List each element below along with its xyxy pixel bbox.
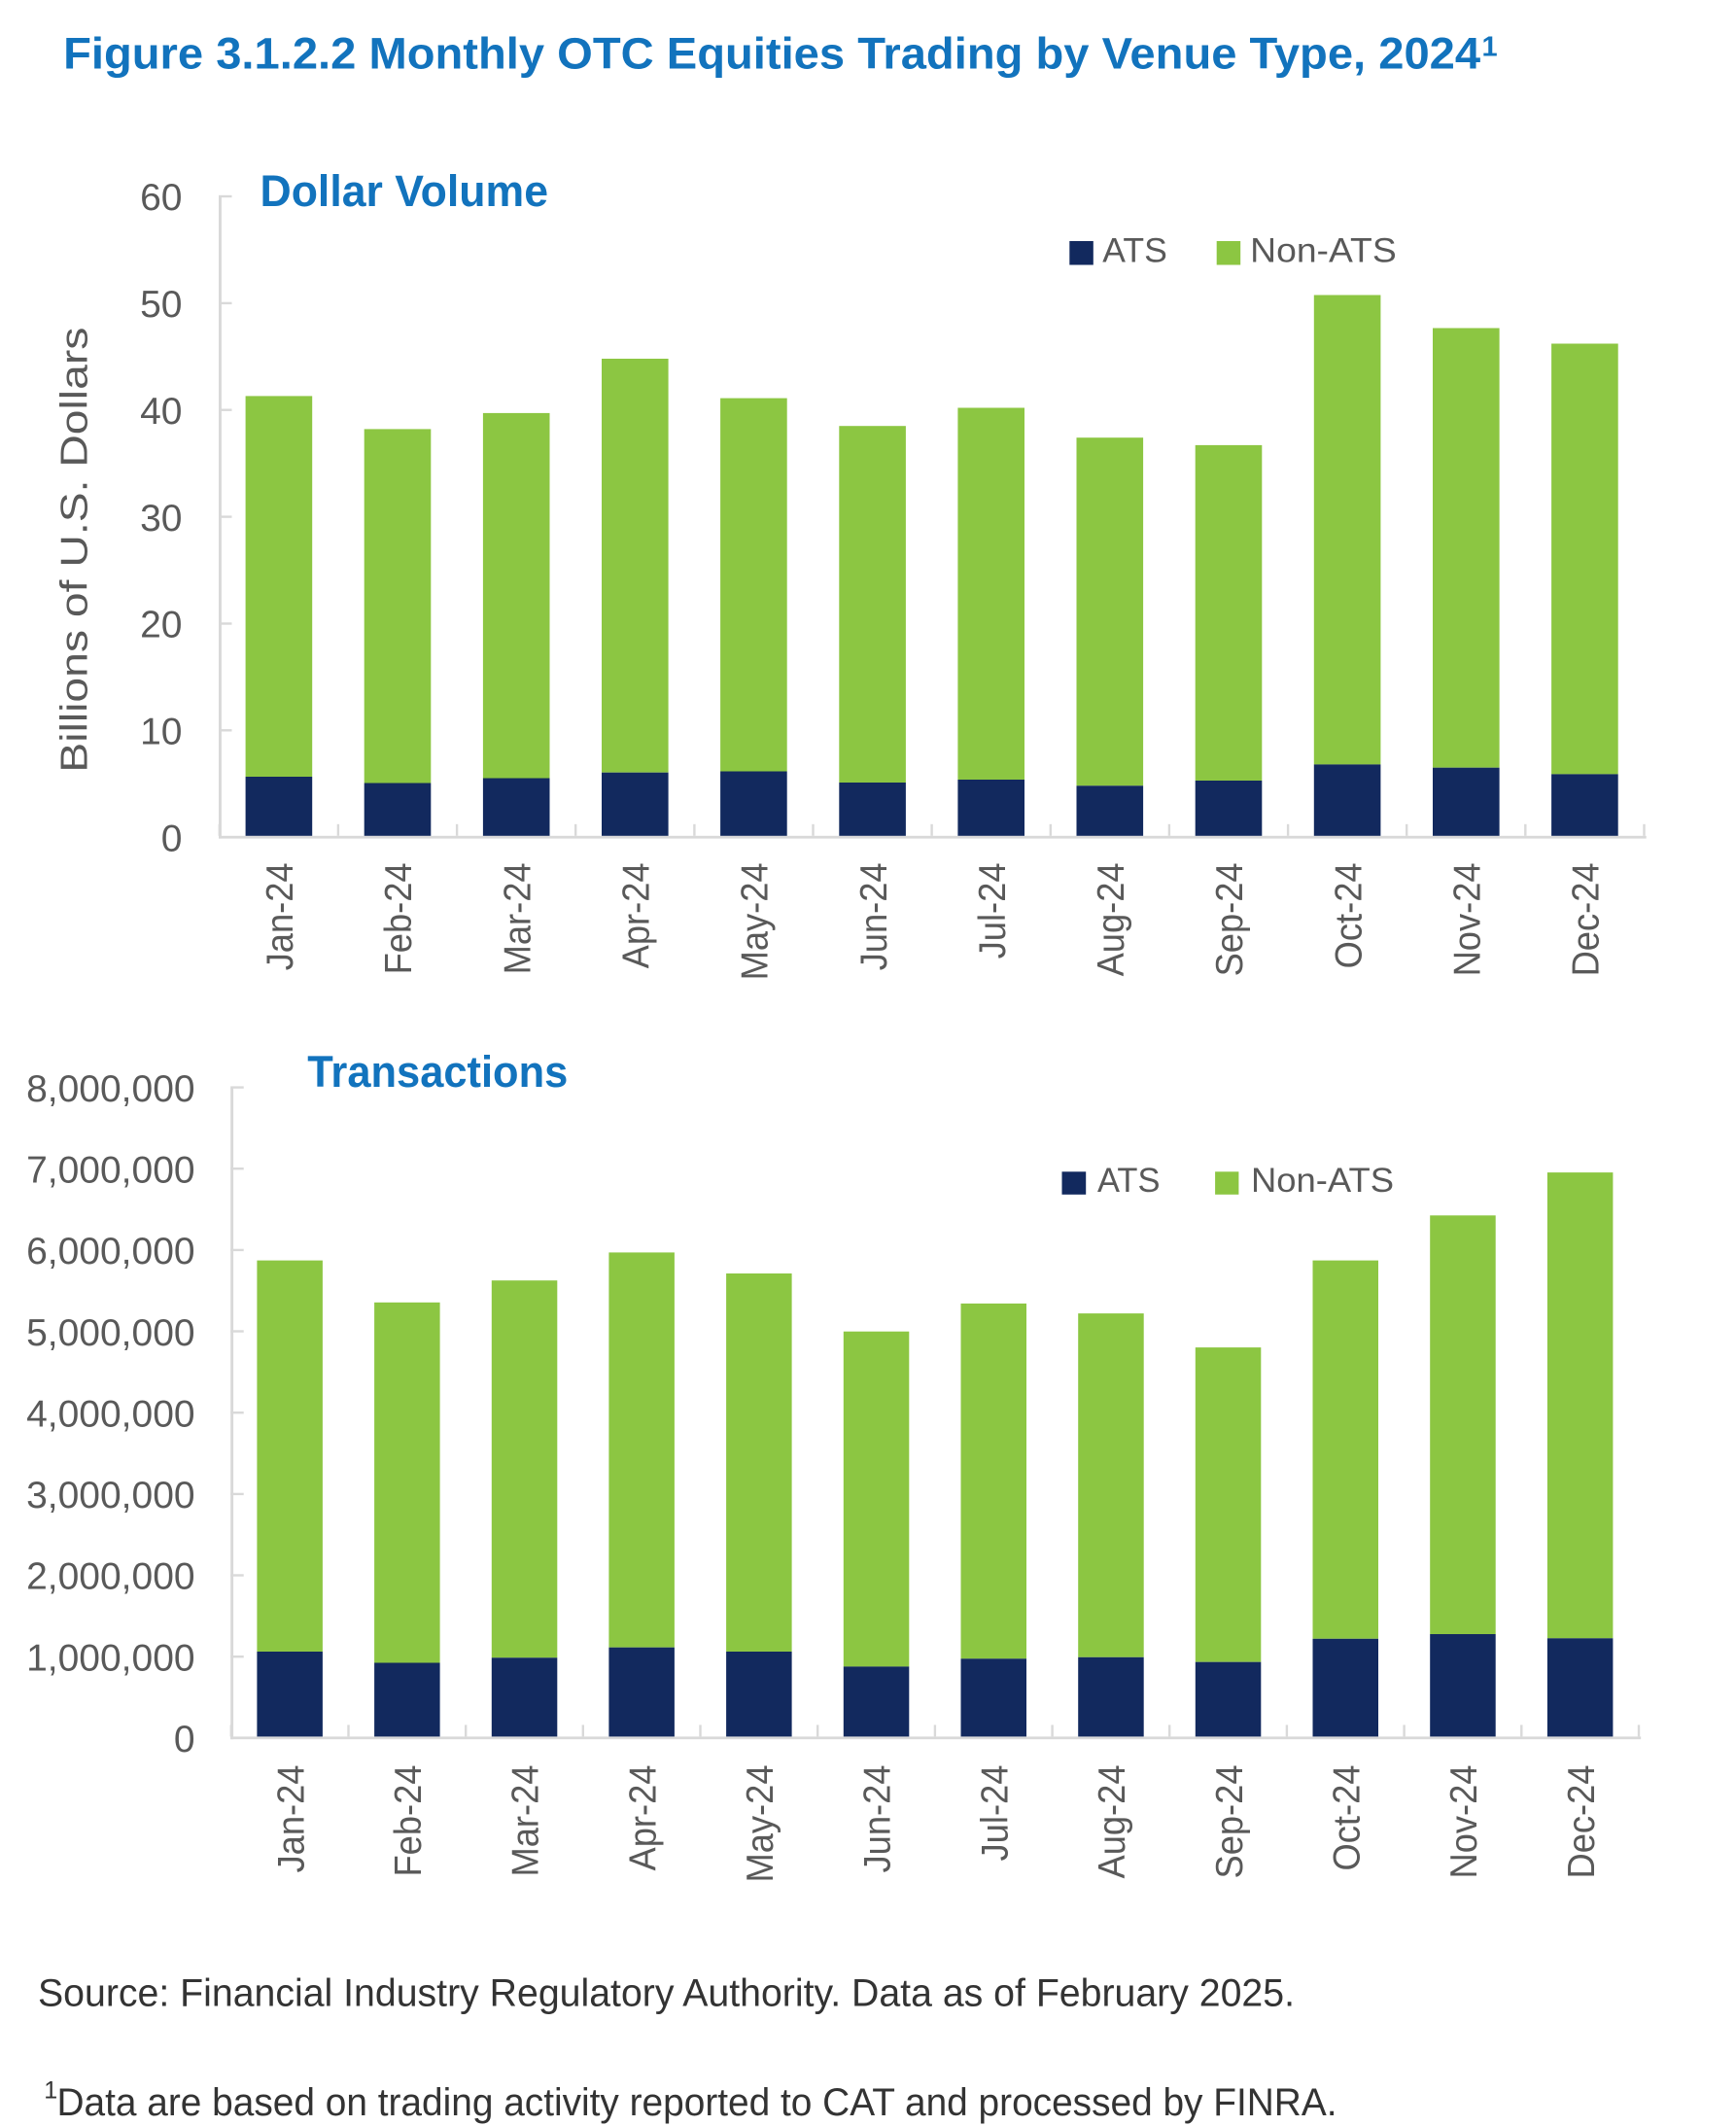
svg-text:Oct-24: Oct-24 <box>1328 862 1370 968</box>
svg-text:0: 0 <box>174 1719 195 1760</box>
svg-text:Data are based on trading acti: Data are based on trading activity repor… <box>57 2081 1337 2124</box>
svg-text:Sep-24: Sep-24 <box>1209 1765 1251 1879</box>
svg-text:Non-ATS: Non-ATS <box>1251 1162 1394 1200</box>
svg-text:20: 20 <box>140 605 182 646</box>
svg-text:Mar-24: Mar-24 <box>505 1765 547 1877</box>
svg-text:0: 0 <box>161 818 183 859</box>
svg-text:Jul-24: Jul-24 <box>974 1765 1016 1862</box>
svg-text:Source: Financial Industry Reg: Source: Financial Industry Regulatory Au… <box>38 1971 1295 2014</box>
svg-text:1,000,000: 1,000,000 <box>26 1637 195 1679</box>
svg-text:Nov-24: Nov-24 <box>1443 1765 1485 1879</box>
svg-text:Feb-24: Feb-24 <box>388 1765 430 1877</box>
svg-text:Billions of U.S. Dollars: Billions of U.S. Dollars <box>54 328 96 773</box>
svg-text:6,000,000: 6,000,000 <box>26 1231 195 1272</box>
svg-text:Jan-24: Jan-24 <box>270 1765 312 1873</box>
svg-text:10: 10 <box>140 712 182 753</box>
svg-text:ATS: ATS <box>1097 1162 1161 1200</box>
svg-text:ATS: ATS <box>1102 231 1167 269</box>
svg-text:Apr-24: Apr-24 <box>616 862 658 968</box>
svg-text:60: 60 <box>140 177 182 219</box>
svg-text:50: 50 <box>140 284 182 326</box>
svg-text:May-24: May-24 <box>740 1765 781 1883</box>
svg-text:Aug-24: Aug-24 <box>1091 862 1132 976</box>
svg-text:7,000,000: 7,000,000 <box>26 1150 195 1192</box>
svg-text:Non-ATS: Non-ATS <box>1250 231 1397 269</box>
svg-text:5,000,000: 5,000,000 <box>26 1312 195 1354</box>
svg-text:2,000,000: 2,000,000 <box>26 1556 195 1598</box>
svg-text:3,000,000: 3,000,000 <box>26 1475 195 1516</box>
svg-text:Dollar Volume: Dollar Volume <box>260 166 549 216</box>
svg-text:Transactions: Transactions <box>307 1047 568 1097</box>
svg-text:Dec-24: Dec-24 <box>1566 862 1608 976</box>
svg-text:Apr-24: Apr-24 <box>622 1765 664 1871</box>
svg-text:40: 40 <box>140 391 182 433</box>
svg-text:30: 30 <box>140 498 182 540</box>
svg-text:Figure 3.1.2.2 Monthly OTC Equ: Figure 3.1.2.2 Monthly OTC Equities Trad… <box>63 28 1480 78</box>
svg-text:Jun-24: Jun-24 <box>857 1765 899 1873</box>
svg-text:4,000,000: 4,000,000 <box>26 1393 195 1435</box>
svg-text:Jun-24: Jun-24 <box>853 862 895 970</box>
svg-text:8,000,000: 8,000,000 <box>26 1068 195 1110</box>
svg-text:1: 1 <box>44 2077 57 2105</box>
svg-text:Feb-24: Feb-24 <box>378 862 420 974</box>
svg-text:May-24: May-24 <box>735 862 777 980</box>
svg-text:Dec-24: Dec-24 <box>1561 1765 1603 1879</box>
svg-text:1: 1 <box>1482 31 1498 62</box>
svg-text:Mar-24: Mar-24 <box>497 862 538 974</box>
svg-text:Jan-24: Jan-24 <box>260 862 301 970</box>
svg-text:Jul-24: Jul-24 <box>972 862 1014 958</box>
svg-text:Aug-24: Aug-24 <box>1092 1765 1133 1879</box>
svg-text:Oct-24: Oct-24 <box>1327 1765 1369 1871</box>
svg-text:Nov-24: Nov-24 <box>1447 862 1489 976</box>
svg-text:Sep-24: Sep-24 <box>1209 862 1251 976</box>
